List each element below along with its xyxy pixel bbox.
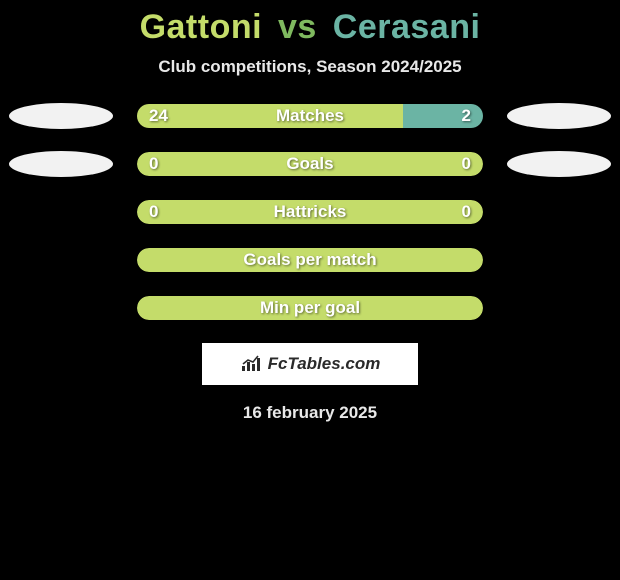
player2-name: Cerasani [333,8,481,46]
player2-form-ellipse [507,151,611,177]
stat-label: Hattricks [137,202,483,222]
stat-row: Min per goal [0,295,620,321]
player2-form-ellipse [507,103,611,129]
ellipse-placeholder [9,247,113,273]
stat-label: Min per goal [137,298,483,318]
player1-form-ellipse [9,151,113,177]
ellipse-placeholder [9,199,113,225]
page-title: Gattoni vs Cerasani [140,8,481,47]
chart-icon [240,355,262,373]
ellipse-placeholder [507,199,611,225]
brand-text: FcTables.com [268,354,381,374]
ellipse-placeholder [507,247,611,273]
stat-row: Goals per match [0,247,620,273]
stat-label: Matches [137,106,483,126]
stat-bar: Goals per match [137,248,483,272]
stat-bar: 24Matches2 [137,104,483,128]
stat-value-p2: 0 [462,154,471,174]
stat-value-p2: 0 [462,202,471,222]
stat-rows: 24Matches20Goals00Hattricks0Goals per ma… [0,103,620,321]
stat-bar: 0Hattricks0 [137,200,483,224]
stat-row: 24Matches2 [0,103,620,129]
player1-form-ellipse [9,103,113,129]
stat-row: 0Goals0 [0,151,620,177]
ellipse-placeholder [9,295,113,321]
stat-bar: 0Goals0 [137,152,483,176]
date-text: 16 february 2025 [243,403,377,423]
stat-row: 0Hattricks0 [0,199,620,225]
ellipse-placeholder [507,295,611,321]
stat-label: Goals [137,154,483,174]
stat-value-p2: 2 [462,106,471,126]
subtitle: Club competitions, Season 2024/2025 [158,57,461,77]
stat-label: Goals per match [137,250,483,270]
brand-badge: FcTables.com [202,343,418,385]
vs-text: vs [278,8,317,46]
comparison-infographic: Gattoni vs Cerasani Club competitions, S… [0,0,620,423]
player1-name: Gattoni [140,8,262,46]
stat-bar: Min per goal [137,296,483,320]
